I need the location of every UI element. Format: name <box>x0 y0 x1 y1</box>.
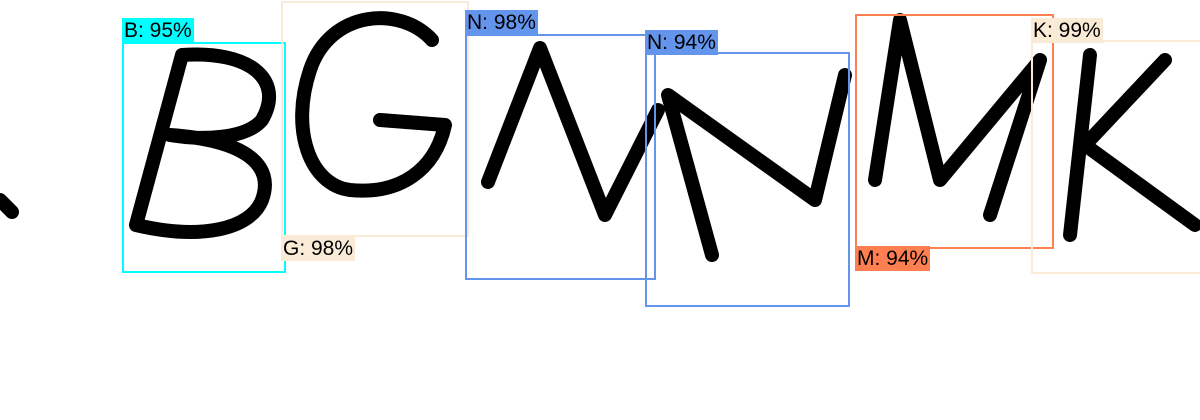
detection-box-k <box>1031 40 1200 274</box>
detection-label-g: G: 98% <box>281 236 356 261</box>
detection-box-n1 <box>465 34 656 280</box>
glyph-k <box>1063 48 1200 242</box>
stroke-fragment <box>0 193 19 219</box>
detection-box-g <box>281 1 469 237</box>
glyph-n-second <box>661 68 852 262</box>
detection-label-b: B: 95% <box>122 18 194 43</box>
detection-label-n1: N: 98% <box>465 10 538 35</box>
detection-label-m: M: 94% <box>855 246 931 271</box>
glyph-g <box>295 11 452 198</box>
detection-box-b <box>122 42 286 273</box>
detection-box-n2 <box>645 52 850 307</box>
glyph-m <box>868 13 1047 222</box>
detection-label-n2: N: 94% <box>645 30 718 55</box>
detection-box-m <box>855 14 1054 249</box>
detection-label-k: K: 99% <box>1031 18 1103 43</box>
glyph-b <box>129 47 276 239</box>
glyph-n-first <box>481 41 665 222</box>
